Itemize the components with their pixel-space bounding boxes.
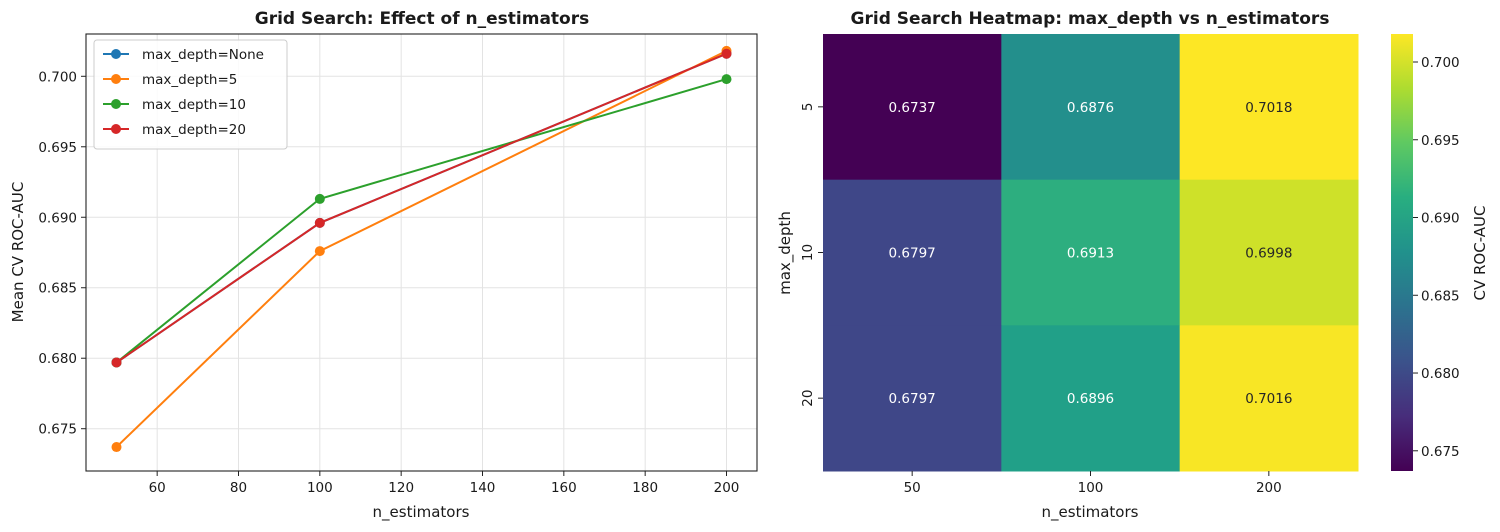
heatmap-y-tick-label: 5: [800, 103, 816, 112]
series-point-max-depth-20: [314, 217, 325, 228]
heatmap-cell-label: 0.6998: [1245, 246, 1292, 262]
x-tick-label: 60: [149, 480, 166, 496]
y-tick-label: 0.700: [38, 69, 77, 85]
heatmap-cell: [823, 34, 1002, 181]
heatmap-x-ticks: 50 100 200: [904, 471, 1282, 496]
heatmap-y-ticks: 5 10 20: [800, 103, 823, 407]
colorbar: [1391, 34, 1413, 471]
heatmap-cell: [823, 325, 1002, 472]
line-chart-legend: max_depth=None max_depth=5 max_depth=10max…: [93, 39, 288, 150]
line-chart-plot-area: [85, 33, 758, 472]
line-chart-y-label: Mean CV ROC-AUC: [9, 182, 27, 323]
series-point-max-depth-10: [721, 74, 732, 85]
y-tick-label: 0.685: [38, 281, 77, 297]
y-tick-label: 0.695: [38, 140, 77, 156]
heatmap-y-tick-label: 10: [800, 244, 816, 261]
heatmap-cell: [1001, 34, 1181, 181]
series-point-max-depth-5: [111, 442, 122, 453]
colorbar-ticks: 0.675 0.680 0.685 0.690 0.695 0.700: [1413, 55, 1460, 460]
colorbar-tick-label: 0.690: [1421, 211, 1460, 227]
y-tick-label: 0.690: [38, 210, 77, 226]
colorbar-tick-label: 0.685: [1421, 288, 1460, 304]
line-chart-y-ticks: 0.675 0.680 0.685 0.690 0.695 0.700: [38, 69, 86, 438]
legend-label-max-depth-none: max_depth=None: [142, 47, 264, 63]
legend-marker-max-depth-5: [111, 74, 121, 84]
heatmap-cell-label: 0.6737: [889, 100, 936, 116]
colorbar-label: CV ROC-AUC: [1471, 205, 1489, 300]
heatmap-cell: [1001, 325, 1181, 472]
heatmap-x-label: n_estimators: [1042, 503, 1139, 522]
heatmap-y-label: max_depth: [776, 211, 795, 295]
legend-box: [93, 39, 288, 150]
heatmap-cell-label: 0.6797: [889, 246, 936, 262]
legend-marker-max-depth-10: [111, 99, 121, 109]
legend-marker-max-depth-none: [111, 49, 121, 59]
heatmap-cell: [1001, 179, 1181, 326]
heatmap-cell: [1179, 179, 1359, 326]
line-chart-grid: [86, 34, 757, 471]
series-point-max-depth-5: [314, 246, 325, 257]
heatmap-cell: [1179, 325, 1359, 472]
heatmap-cell-label: 0.6797: [889, 391, 936, 407]
heatmap-cell: [823, 179, 1002, 326]
heatmap-cell: [1179, 34, 1359, 181]
y-tick-label: 0.675: [38, 422, 77, 438]
heatmap-x-tick-label: 50: [904, 480, 921, 496]
heatmap-cell-label: 0.6913: [1067, 246, 1114, 262]
heatmap-panel: Grid Search Heatmap: max_depth vs n_esti…: [776, 9, 1489, 522]
heatmap-x-tick-label: 200: [1256, 480, 1282, 496]
colorbar-tick-label: 0.695: [1421, 133, 1460, 149]
line-chart-x-ticks: 60 80 100 120 140 160 180 200: [149, 471, 740, 496]
heatmap-cells: 0.6737 0.6876 0.7018 0.6797 0.6913 0.6998 0.67…: [823, 34, 1359, 472]
y-tick-label: 0.680: [38, 351, 77, 367]
colorbar-tick-label: 0.700: [1421, 55, 1460, 71]
series-point-max-depth-20: [721, 48, 732, 59]
heatmap-y-tick-label: 20: [800, 390, 816, 407]
x-tick-label: 200: [714, 480, 740, 496]
heatmap-x-tick-label: 100: [1078, 480, 1104, 496]
x-tick-label: 160: [551, 480, 577, 496]
x-tick-label: 180: [632, 480, 658, 496]
colorbar-tick-label: 0.680: [1421, 366, 1460, 382]
line-chart-panel: Grid Search: Effect of n_estimators 60 80…: [9, 9, 758, 522]
heatmap-cell-label: 0.6876: [1067, 100, 1114, 116]
x-tick-label: 120: [388, 480, 414, 496]
legend-label-max-depth-10: max_depth=10: [142, 97, 246, 113]
x-tick-label: 100: [307, 480, 333, 496]
heatmap-cell-label: 0.7018: [1245, 100, 1292, 116]
x-tick-label: 80: [230, 480, 247, 496]
series-point-max-depth-20: [111, 357, 122, 368]
line-chart-series: [111, 45, 732, 453]
heatmap-title: Grid Search Heatmap: max_depth vs n_esti…: [851, 9, 1330, 29]
legend-marker-max-depth-20: [111, 124, 121, 134]
colorbar-tick-label: 0.675: [1421, 444, 1460, 460]
legend-label-max-depth-20: max_depth=20: [142, 122, 246, 138]
heatmap-cell-label: 0.7016: [1245, 391, 1292, 407]
line-chart-x-label: n_estimators: [373, 503, 470, 522]
x-tick-label: 140: [470, 480, 496, 496]
legend-label-max-depth-5: max_depth=5: [142, 72, 237, 88]
series-point-max-depth-10: [314, 193, 325, 204]
line-chart-title: Grid Search: Effect of n_estimators: [255, 9, 590, 29]
heatmap-cell-label: 0.6896: [1067, 391, 1114, 407]
